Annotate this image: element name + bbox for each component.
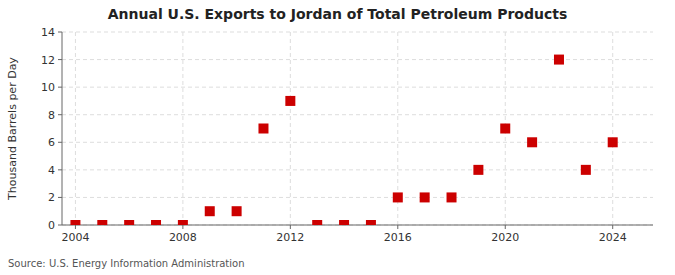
y-tick-label: 12 (41, 54, 55, 67)
y-tick (58, 32, 62, 33)
y-tick-label: 6 (48, 136, 55, 149)
points (70, 55, 617, 225)
point (70, 220, 80, 225)
y-tick (58, 87, 62, 88)
y-axis-line (62, 32, 63, 225)
grid-line-y (62, 169, 653, 170)
point (97, 220, 107, 225)
y-tick-label: 8 (48, 109, 55, 122)
point (178, 220, 188, 225)
title: Annual U.S. Exports to Jordan of Total P… (108, 6, 568, 22)
y-tick (58, 142, 62, 143)
x-axis-line (62, 225, 653, 226)
chart-svg: 2004 2008 2012 2016 2020 2024 0 2 4 6 8 10 12 14 Annua… (0, 0, 675, 275)
y-tick-label: 4 (48, 164, 55, 177)
point (205, 206, 215, 216)
x-tick (612, 225, 613, 229)
grid-line-y (62, 32, 653, 33)
point (447, 192, 457, 202)
grid-line-x (182, 32, 183, 225)
grid-line-y (62, 114, 653, 115)
grid-line-y (62, 225, 653, 226)
grid-line-y (62, 87, 653, 88)
x-tick (290, 225, 291, 229)
grid (62, 32, 653, 225)
point (473, 165, 483, 175)
y-tick-label: 2 (48, 191, 55, 204)
point (312, 220, 322, 225)
point (393, 192, 403, 202)
x-tick-label: 2008 (169, 231, 197, 244)
x-tick (75, 225, 76, 229)
point (258, 124, 268, 134)
x-tick (397, 225, 398, 229)
x-tick (505, 225, 506, 229)
axes: 2004 2008 2012 2016 2020 2024 0 2 4 6 8 10 12 14 (41, 26, 653, 244)
point (420, 192, 430, 202)
y-tick (58, 59, 62, 60)
y-axis-label: Thousand Barrels per Day (6, 57, 19, 201)
grid-line-y (62, 197, 653, 198)
y-tick (58, 225, 62, 226)
point (124, 220, 134, 225)
x-tick (182, 225, 183, 229)
point (581, 165, 591, 175)
x-tick-label: 2016 (384, 231, 412, 244)
point (527, 137, 537, 147)
x-tick-label: 2004 (61, 231, 89, 244)
point (232, 206, 242, 216)
x-tick-label: 2024 (599, 231, 627, 244)
y-tick-label: 14 (41, 26, 55, 39)
y-tick-label: 10 (41, 81, 55, 94)
grid-line-y (62, 59, 653, 60)
y-tick (58, 169, 62, 170)
point (500, 124, 510, 134)
x-tick-label: 2020 (491, 231, 519, 244)
point (339, 220, 349, 225)
grid-line-x (290, 32, 291, 225)
y-tick (58, 114, 62, 115)
grid-line-x (612, 32, 613, 225)
point (366, 220, 376, 225)
grid-line-y (62, 142, 653, 143)
grid-line-x (75, 32, 76, 225)
point (151, 220, 161, 225)
chart-container: 2004 2008 2012 2016 2020 2024 0 2 4 6 8 10 12 14 Annua… (0, 0, 675, 275)
point (554, 55, 564, 65)
y-tick (58, 197, 62, 198)
x-tick-label: 2012 (276, 231, 304, 244)
point (285, 96, 295, 106)
y-tick-label: 0 (48, 219, 55, 232)
source-note: Source: U.S. Energy Information Administ… (8, 258, 245, 269)
point (608, 137, 618, 147)
